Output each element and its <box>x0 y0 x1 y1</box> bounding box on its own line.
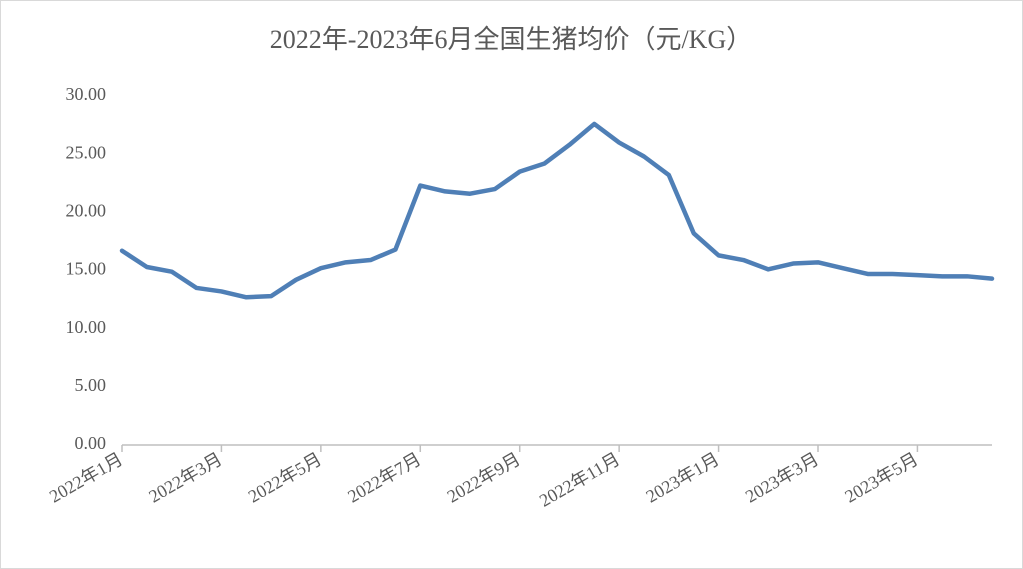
y-tick-label: 30.00 <box>66 84 107 104</box>
y-tick-label: 5.00 <box>75 375 107 395</box>
y-tick-label: 15.00 <box>66 259 107 279</box>
y-tick-label: 20.00 <box>66 200 107 220</box>
y-tick-label: 25.00 <box>66 142 107 162</box>
chart-title: 2022年-2023年6月全国生猪均价（元/KG） <box>270 25 752 54</box>
y-tick-label: 0.00 <box>75 433 107 453</box>
y-tick-label: 10.00 <box>66 317 107 337</box>
data-line <box>119 121 995 300</box>
